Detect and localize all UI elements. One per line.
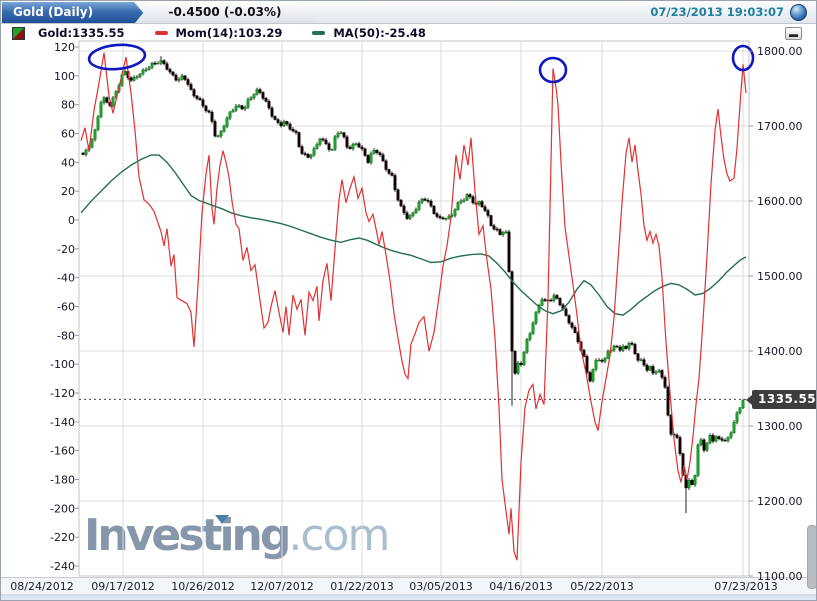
- date-axis-bar: [1, 577, 816, 595]
- left-axis-label: -200: [50, 502, 75, 515]
- left-axis-label: 40: [61, 156, 75, 169]
- minimize-button[interactable]: ▬: [785, 27, 802, 40]
- left-axis-label: -140: [50, 416, 75, 429]
- change-tab[interactable]: -0.4500 (-0.03%): [135, 2, 315, 23]
- legend-momentum: Mom(14):103.29: [175, 26, 283, 40]
- right-axis-label: 1200.00: [757, 495, 803, 508]
- left-axis-label: -220: [50, 531, 75, 544]
- left-axis-label: 60: [61, 128, 75, 141]
- candlestick-icon: [12, 26, 25, 40]
- left-axis-label: 80: [61, 99, 75, 112]
- left-axis-label: 120: [54, 41, 75, 54]
- momentum-line: [80, 52, 747, 561]
- ma-swatch-icon: [312, 31, 326, 35]
- gridlines: [78, 40, 750, 577]
- left-axis-label: -100: [50, 358, 75, 371]
- watermark-brand: Investing: [84, 510, 291, 561]
- change-value: -0.4500 (-0.03%): [168, 5, 282, 19]
- left-axis-label: 0: [68, 214, 75, 227]
- left-axis-label: -80: [57, 329, 75, 342]
- last-price-tag: 1335.55: [745, 390, 816, 409]
- annotation-circle: [731, 44, 755, 72]
- left-axis-label: -240: [50, 560, 75, 573]
- scrollbar-grip[interactable]: [807, 525, 816, 589]
- bottom-strip: [1, 594, 816, 600]
- right-axis-label: 1700.00: [757, 120, 803, 133]
- left-axis-label: -180: [50, 474, 75, 487]
- left-axis-label: -60: [57, 301, 75, 314]
- right-axis-label: 1600.00: [757, 195, 803, 208]
- left-axis-label: 20: [61, 185, 75, 198]
- left-axis-label: -120: [50, 387, 75, 400]
- annotation-circle: [87, 43, 147, 71]
- right-axis-label: 1400.00: [757, 345, 803, 358]
- symbol-tab-label: Gold (Daily): [13, 5, 94, 19]
- candles-layer: [81, 56, 745, 513]
- timestamp: 07/23/2013 19:03:07: [650, 5, 784, 19]
- status-orb-icon: [790, 4, 807, 21]
- legend-ma: MA(50):-25.48: [333, 26, 426, 40]
- watermark-suffix: .com: [288, 510, 390, 561]
- right-axis-label: 1800.00: [757, 45, 803, 58]
- right-axis-label: 1300.00: [757, 420, 803, 433]
- left-axis-label: -160: [50, 445, 75, 458]
- legend-bar: Gold:1335.55 Mom(14):103.29 MA(50):-25.4…: [1, 24, 816, 42]
- right-axis-label: 1500.00: [757, 270, 803, 283]
- left-axis-label: -20: [57, 243, 75, 256]
- legend-gold: Gold:1335.55: [38, 26, 125, 40]
- momentum-swatch-icon: [154, 31, 168, 35]
- left-axis-label: 100: [54, 70, 75, 83]
- annotation-circle: [538, 56, 568, 84]
- title-bar: Gold (Daily) -0.4500 (-0.03%) 07/23/2013…: [1, 1, 816, 24]
- ma50-line: [80, 154, 747, 316]
- symbol-tab[interactable]: Gold (Daily): [2, 2, 152, 23]
- left-axis-label: -40: [57, 272, 75, 285]
- watermark-triangle-icon: [215, 515, 229, 524]
- annotations: [87, 43, 755, 84]
- investing-watermark: Investing.com: [84, 510, 390, 561]
